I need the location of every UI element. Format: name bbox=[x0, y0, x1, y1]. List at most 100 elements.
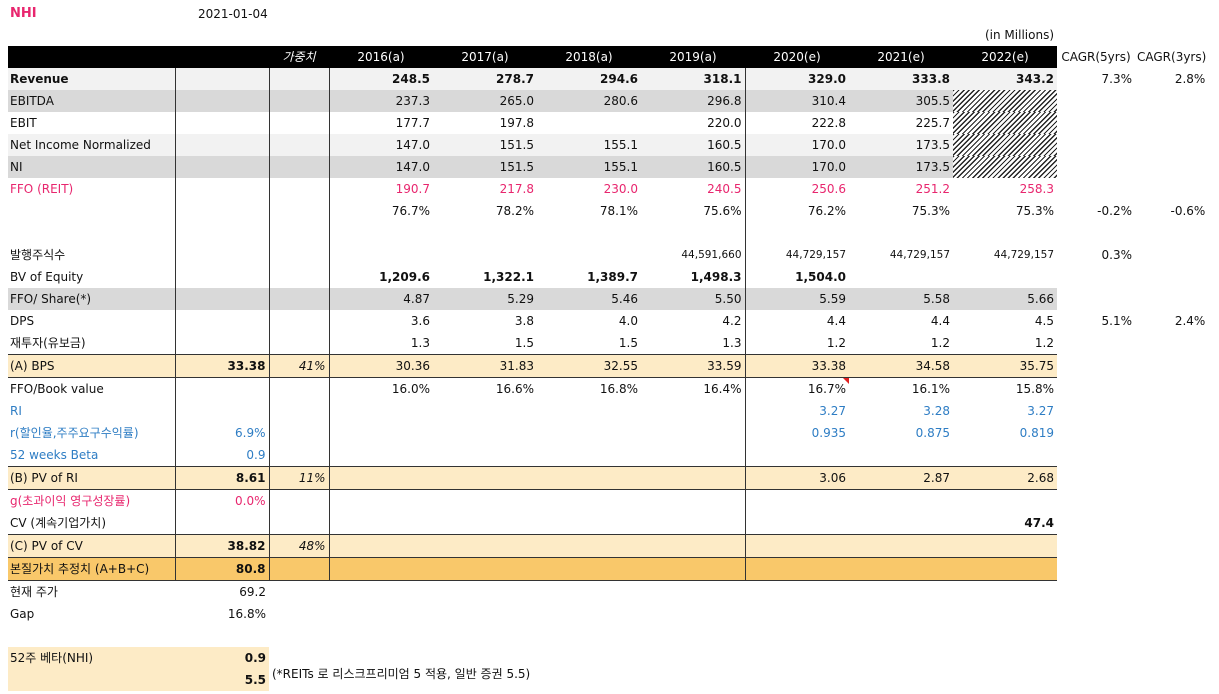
cell: 147.0 bbox=[328, 156, 433, 178]
table-row bbox=[8, 625, 1208, 647]
cell: 38.82 bbox=[174, 534, 269, 558]
header-row: 가중치 2016(a) 2017(a) 2018(a) 2019(a) 2020… bbox=[8, 46, 1209, 68]
cell bbox=[328, 422, 433, 444]
cell: 5.46 bbox=[537, 288, 641, 310]
cell bbox=[328, 400, 433, 422]
cell bbox=[1135, 422, 1208, 444]
cell: 16.8% bbox=[599, 381, 638, 396]
table-row: 76.7% 78.2% 78.1% 75.6% 76.2% 75.3% 75.3… bbox=[8, 200, 1208, 222]
cell: 170.0 bbox=[744, 156, 849, 178]
table-row: (A) BPS 33.38 41% 30.36 31.83 32.55 33.5… bbox=[8, 354, 1208, 378]
cell bbox=[953, 557, 1057, 581]
cell bbox=[328, 557, 433, 581]
cell bbox=[174, 134, 269, 156]
cell: 4.4 bbox=[930, 313, 950, 328]
table-row: 재투자(유보금) 1.3 1.5 1.5 1.3 1.2 1.2 1.2 bbox=[8, 332, 1208, 355]
cell: 78.2% bbox=[495, 203, 534, 218]
table-row: Net Income Normalized 147.0 151.5 155.1 … bbox=[8, 134, 1208, 156]
row-label bbox=[8, 200, 175, 222]
ticker-symbol: NHI bbox=[10, 6, 37, 21]
cell: 329.0 bbox=[744, 68, 849, 90]
cell bbox=[433, 222, 537, 244]
cell bbox=[1135, 178, 1208, 200]
cell bbox=[1057, 178, 1135, 200]
cell: 1,389.7 bbox=[587, 269, 638, 284]
cell bbox=[537, 444, 641, 467]
row-label: FFO/Book value bbox=[10, 381, 104, 396]
cell bbox=[433, 466, 537, 490]
cell bbox=[1057, 467, 1135, 490]
cell: 160.5 bbox=[641, 156, 745, 178]
cell: 151.5 bbox=[433, 156, 537, 178]
cell: 3.28 bbox=[923, 403, 950, 418]
table-row: r(할인율,주주요구수익률) 6.9% 0.935 0.875 0.819 bbox=[8, 422, 1208, 444]
table-row: EBIT 177.7 197.8 220.0 222.8 225.7 bbox=[8, 112, 1208, 134]
row-label: (A) BPS bbox=[8, 354, 175, 378]
cell: 3.8 bbox=[514, 313, 534, 328]
header-value-cell bbox=[175, 46, 269, 68]
cell: 1,322.1 bbox=[483, 269, 534, 284]
cell: 240.5 bbox=[707, 181, 742, 196]
cell bbox=[433, 557, 537, 581]
header-label-cell bbox=[8, 46, 175, 68]
table-row: 현재 주가 69.2 bbox=[8, 581, 1208, 604]
cell: 4.2 bbox=[722, 313, 742, 328]
row-label: r(할인율,주주요구수익률) bbox=[10, 425, 139, 440]
cell: 173.5 bbox=[849, 134, 953, 156]
cell: 278.7 bbox=[433, 68, 537, 90]
cell bbox=[433, 490, 537, 513]
cell bbox=[8, 625, 1208, 647]
table-row: RI 3.27 3.28 3.27 bbox=[8, 400, 1208, 422]
cell bbox=[1057, 112, 1135, 134]
cell bbox=[1057, 378, 1135, 401]
cell: 155.1 bbox=[537, 134, 641, 156]
cell bbox=[268, 244, 329, 266]
cell: 3.06 bbox=[744, 466, 849, 490]
cell: 248.5 bbox=[328, 68, 433, 90]
cell: 16.6% bbox=[495, 381, 534, 396]
cell bbox=[174, 400, 269, 422]
cell: 151.5 bbox=[433, 134, 537, 156]
cell: 280.6 bbox=[537, 90, 641, 112]
cell bbox=[174, 156, 269, 178]
cell: 258.3 bbox=[1019, 181, 1054, 196]
cell bbox=[537, 222, 641, 244]
cell bbox=[1135, 467, 1208, 490]
cell bbox=[744, 489, 849, 512]
cell bbox=[174, 244, 269, 266]
cell bbox=[641, 222, 745, 244]
cell: 1.3 bbox=[722, 335, 742, 350]
cell: 296.8 bbox=[641, 90, 745, 112]
cell bbox=[433, 444, 537, 467]
cell bbox=[8, 669, 175, 691]
cell: 47.4 bbox=[1024, 515, 1054, 530]
cell bbox=[174, 310, 269, 332]
cell bbox=[641, 466, 745, 490]
cell bbox=[174, 288, 269, 310]
cell: 310.4 bbox=[744, 90, 849, 112]
cell bbox=[1135, 512, 1208, 535]
cell: 2.87 bbox=[849, 466, 953, 490]
cell: 78.1% bbox=[599, 203, 638, 218]
row-label: 발행주식수 bbox=[10, 247, 66, 262]
cell: 4.0 bbox=[618, 313, 638, 328]
header-year: 2022(e) bbox=[953, 46, 1057, 68]
cell bbox=[1135, 332, 1208, 355]
row-label: FFO (REIT) bbox=[10, 181, 74, 196]
cell bbox=[1057, 355, 1135, 378]
cell: 190.7 bbox=[328, 178, 433, 200]
header-weight: 가중치 bbox=[269, 46, 329, 68]
cell: 80.8 bbox=[174, 557, 269, 581]
cell bbox=[1135, 156, 1208, 178]
cell: 1.5 bbox=[618, 335, 638, 350]
table-row: BV of Equity 1,209.6 1,322.1 1,389.7 1,4… bbox=[8, 266, 1208, 288]
cell: 5.5 bbox=[175, 669, 269, 691]
cell bbox=[641, 490, 745, 513]
cell: 217.8 bbox=[499, 181, 534, 196]
cell bbox=[1057, 156, 1135, 178]
cell bbox=[268, 68, 329, 90]
table-row: FFO/Book value 16.0% 16.6% 16.8% 16.4% 1… bbox=[8, 377, 1208, 401]
cell bbox=[1135, 444, 1208, 467]
cell: 0.875 bbox=[915, 425, 950, 440]
cell bbox=[1057, 400, 1135, 422]
